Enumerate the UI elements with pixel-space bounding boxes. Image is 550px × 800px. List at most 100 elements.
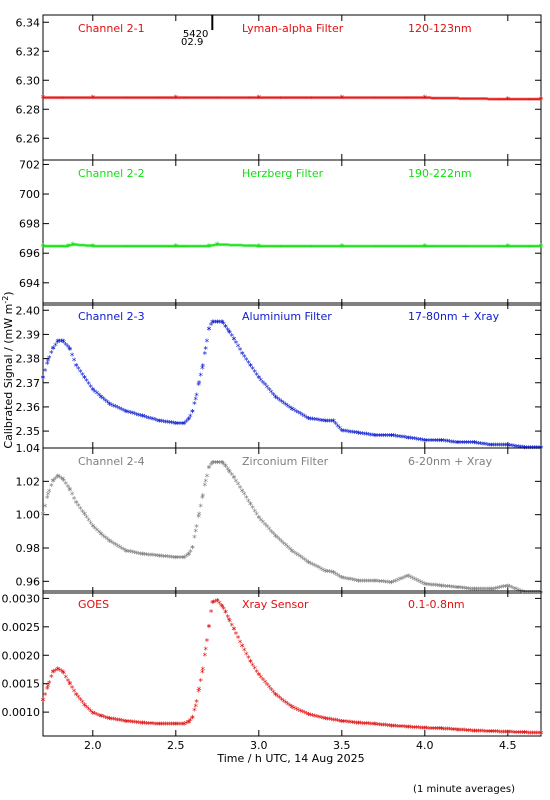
data-point: * — [102, 95, 106, 103]
data-point: * — [513, 243, 517, 251]
data-point: * — [379, 722, 384, 732]
data-point: * — [163, 95, 167, 103]
data-point: * — [173, 243, 177, 251]
data-point: * — [76, 365, 81, 375]
data-point: * — [420, 437, 425, 447]
data-point: * — [399, 95, 403, 103]
data-point: * — [538, 97, 542, 105]
data-point: * — [164, 243, 168, 251]
data-point: * — [386, 95, 390, 103]
data-point: * — [432, 243, 436, 251]
data-point: * — [148, 552, 153, 562]
data-point: * — [513, 729, 518, 739]
data-point: * — [223, 609, 228, 619]
data-point: * — [399, 575, 404, 585]
data-point: * — [167, 419, 172, 429]
data-point: * — [105, 95, 109, 103]
data-point: * — [372, 721, 377, 731]
data-point: * — [527, 97, 531, 105]
data-point: * — [115, 543, 120, 553]
data-point: * — [455, 440, 460, 450]
data-point: * — [405, 435, 410, 445]
data-point: * — [391, 579, 396, 589]
data-point: * — [447, 584, 452, 594]
data-point: * — [480, 243, 484, 251]
data-point: * — [185, 95, 189, 103]
data-point: * — [203, 345, 208, 355]
data-point: * — [391, 723, 396, 733]
data-point: * — [315, 243, 319, 251]
data-point: * — [327, 243, 331, 251]
data-point: * — [107, 715, 112, 725]
data-point: * — [397, 434, 402, 444]
data-point: * — [113, 542, 118, 552]
data-point: * — [221, 95, 225, 103]
data-point: * — [434, 95, 438, 103]
data-point: * — [538, 243, 542, 251]
data-point: * — [362, 243, 366, 251]
data-point: * — [194, 95, 198, 103]
data-point: * — [296, 707, 301, 717]
data-point: * — [271, 531, 276, 541]
y-tick-label: 1.00 — [16, 509, 41, 522]
data-point: * — [369, 243, 373, 251]
data-point: * — [337, 425, 342, 435]
data-point: * — [347, 719, 352, 729]
data-point: * — [150, 95, 154, 103]
data-point: * — [130, 410, 135, 420]
data-point: * — [179, 95, 183, 103]
data-point: * — [186, 243, 190, 251]
data-point: * — [261, 95, 265, 103]
data-point: * — [348, 243, 352, 251]
data-point: * — [496, 243, 500, 251]
data-point: * — [40, 511, 45, 521]
data-point: * — [42, 691, 47, 701]
data-point: * — [40, 511, 45, 521]
data-point: * — [343, 95, 347, 103]
data-point: * — [375, 243, 379, 251]
data-point: * — [133, 95, 137, 103]
data-point: * — [373, 95, 377, 103]
data-point: * — [509, 243, 513, 251]
data-point: * — [479, 243, 483, 251]
data-point: * — [165, 95, 169, 103]
data-point: * — [322, 568, 327, 578]
data-point: * — [524, 445, 529, 455]
data-point: * — [523, 243, 527, 251]
data-point: * — [190, 243, 194, 251]
data-point: * — [84, 377, 89, 387]
data-point: * — [368, 578, 373, 588]
y-tick-label: 0.0025 — [2, 621, 41, 634]
data-point: * — [476, 728, 481, 738]
data-point: * — [333, 717, 338, 727]
data-point: * — [67, 487, 72, 497]
data-point: * — [399, 724, 404, 734]
data-point: * — [268, 243, 272, 251]
data-point: * — [59, 668, 64, 678]
data-point: * — [61, 339, 66, 349]
data-point: * — [397, 243, 401, 251]
data-point: * — [107, 538, 112, 548]
data-point: * — [298, 708, 303, 718]
data-point: * — [138, 720, 143, 730]
data-point: * — [526, 243, 530, 251]
data-point: * — [522, 243, 526, 251]
data-point: * — [221, 242, 225, 250]
data-point: * — [521, 97, 525, 105]
data-point: * — [233, 95, 237, 103]
data-point: * — [152, 552, 157, 562]
data-point: * — [49, 349, 54, 359]
data-point: * — [449, 584, 454, 594]
data-point: * — [522, 445, 527, 455]
data-point: * — [123, 408, 128, 418]
data-point: * — [532, 243, 536, 251]
data-point: * — [331, 717, 336, 727]
data-point: * — [451, 584, 456, 594]
data-point: * — [118, 95, 122, 103]
data-point: * — [294, 243, 298, 251]
data-point: * — [145, 243, 149, 251]
data-point: * — [73, 242, 77, 250]
data-point: * — [162, 243, 166, 251]
y-tick-label: 6.34 — [16, 16, 41, 29]
data-point: * — [203, 646, 208, 656]
